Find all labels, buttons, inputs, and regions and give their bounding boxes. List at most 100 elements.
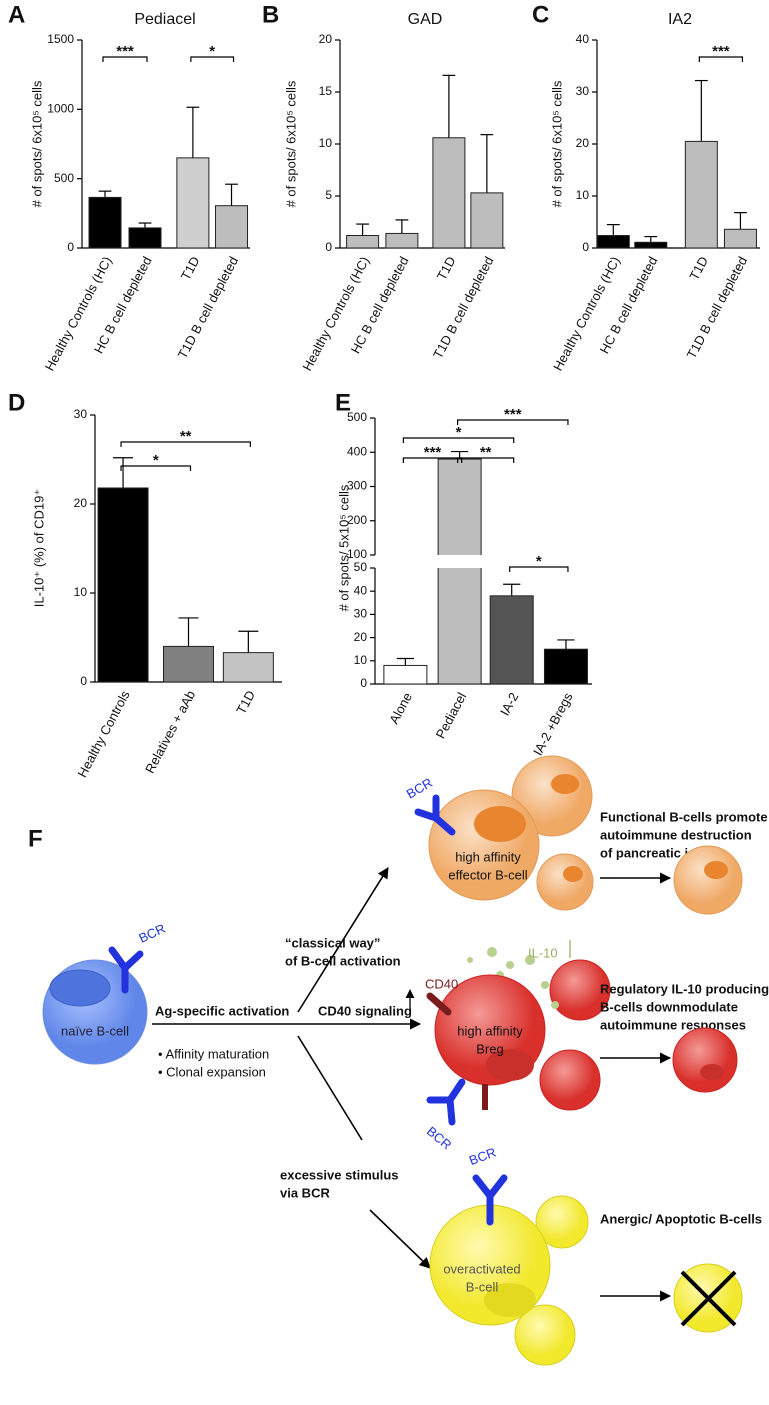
x-tick-label: Alone (386, 690, 415, 726)
bar (470, 192, 504, 249)
y-tick-label: 1500 (47, 32, 74, 46)
y-tick-label: 100 (347, 547, 367, 561)
cytokine-label: IL-10 (528, 945, 558, 960)
y-tick-label: 0 (80, 674, 87, 688)
cell (536, 853, 594, 911)
y-tick-label: 20 (74, 496, 88, 510)
bar (163, 645, 214, 683)
outcome: Regulatory IL-10 producing (600, 981, 769, 996)
cell-label: high affinity (455, 849, 521, 864)
step-title: Ag-specific activation (155, 1003, 289, 1018)
panel-label: C (532, 1, 549, 28)
significance-bracket (120, 441, 251, 447)
y-axis-label: # of spots/ 6x10⁵ cells (283, 80, 298, 207)
step-item: • Affinity maturation (158, 1046, 269, 1061)
chart-title: Pediacel (134, 11, 195, 28)
cell (549, 959, 611, 1021)
x-tick-label: T1D (686, 254, 711, 283)
x-tick-label: IA-2 (497, 690, 521, 718)
significance-bracket (102, 56, 148, 62)
bar (215, 205, 249, 249)
significance-label: ** (180, 428, 192, 445)
cell-label: B-cell (466, 1279, 499, 1294)
bar (97, 487, 149, 683)
y-axis-label: # of spots/ 6x10⁵ cells (29, 80, 44, 207)
y-tick-label: 20 (354, 630, 368, 644)
x-tick-label: IA-2 +Bregs (530, 690, 576, 758)
bar (489, 595, 534, 685)
y-tick-label: 40 (354, 583, 368, 597)
cell-label: naïve B-cell (61, 1023, 129, 1038)
cell-label: Breg (476, 1041, 503, 1056)
y-tick-label: 0 (325, 240, 332, 254)
bar (385, 232, 419, 249)
bcr (426, 1078, 466, 1126)
bcr (414, 794, 456, 836)
significance-bracket (698, 56, 744, 62)
bar (346, 235, 380, 249)
y-tick-label: 50 (354, 560, 368, 574)
cell (673, 845, 743, 915)
y-tick-label: 30 (354, 607, 368, 621)
nucleus (700, 1064, 724, 1080)
x-tick-label: Healthy Controls (74, 688, 133, 780)
bcr-label: BCR (467, 1145, 498, 1168)
outcome: Anergic/ Apoptotic B-cells (600, 1211, 762, 1226)
bcr (108, 946, 144, 994)
path-label: of B-cell activation (285, 953, 401, 968)
nucleus (486, 1049, 534, 1081)
chart-title: IA2 (668, 11, 692, 28)
nucleus (474, 806, 526, 842)
significance-label: *** (116, 43, 134, 60)
y-tick-label: 1000 (47, 102, 74, 116)
significance-label: * (153, 452, 159, 469)
nucleus (49, 969, 111, 1007)
significance-label: * (209, 43, 215, 60)
outcome: Functional B-cells promote (600, 809, 768, 824)
bcr-label: BCR (136, 921, 167, 946)
y-tick-label: 10 (74, 585, 88, 599)
significance-bracket (402, 437, 515, 443)
nucleus (551, 774, 579, 794)
path-label: CD40 signaling (318, 1003, 412, 1018)
y-axis-label: # of spots/ 6x10⁵ cells (549, 80, 564, 207)
significance-bracket (402, 457, 463, 463)
x-tick-label: Pediacel (433, 690, 470, 741)
effector-cell (428, 789, 540, 901)
path-label: excessive stimulus (280, 1167, 399, 1182)
y-tick-label: 15 (319, 84, 333, 98)
arrow (297, 867, 389, 1013)
panel-label: D (8, 389, 25, 416)
y-tick-label: 500 (54, 171, 74, 185)
x-tick-label: Healthy Controls (HC) (550, 254, 623, 373)
bar (543, 648, 588, 685)
y-tick-label: 20 (319, 32, 333, 46)
nucleus (484, 1283, 536, 1317)
y-tick-label: 30 (576, 84, 590, 98)
panel-label: E (335, 389, 351, 416)
significance-label: * (456, 424, 462, 441)
y-tick-label: 5 (325, 188, 332, 202)
significance-label: ** (480, 444, 492, 461)
bcr (472, 1174, 508, 1226)
cell-label: high affinity (457, 1023, 523, 1038)
bar (128, 227, 162, 249)
significance-label: * (536, 553, 542, 570)
bar (222, 652, 274, 683)
nucleus (563, 866, 583, 882)
y-axis-label: # of spots/ 5x10⁵ cells (336, 484, 351, 611)
significance-bracket (509, 566, 569, 572)
bar (684, 140, 718, 249)
panel-label: F (28, 825, 43, 852)
y-tick-label: 400 (347, 444, 367, 458)
diagram: F BCR naïve B-cell Ag-specific activatio… (28, 755, 769, 1366)
bcr-label: BCR (424, 1123, 455, 1152)
cell (535, 1195, 589, 1249)
significance-label: *** (424, 444, 442, 461)
significance-bracket (457, 457, 515, 463)
y-tick-label: 200 (347, 513, 367, 527)
arrow (297, 1035, 363, 1141)
significance-bracket (120, 465, 192, 471)
cell (672, 1027, 738, 1093)
significance-bracket (457, 419, 569, 425)
